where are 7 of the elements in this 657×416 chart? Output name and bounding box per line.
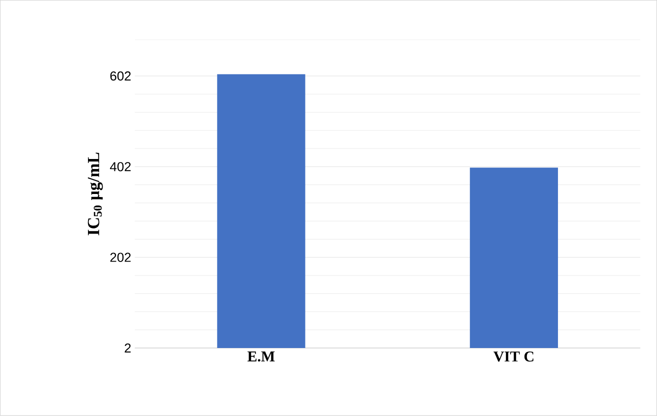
y-tick-label: 402 (110, 162, 131, 172)
x-tick-label: VIT C (494, 352, 534, 362)
y-tick-label: 202 (110, 252, 131, 262)
y-axis-title: IC$_{50}$ µg/mL (88, 152, 103, 236)
x-tick-label: E.M (248, 352, 275, 362)
y-tick-label: 2 (124, 344, 131, 353)
y-tick-label: 602 (110, 72, 131, 81)
